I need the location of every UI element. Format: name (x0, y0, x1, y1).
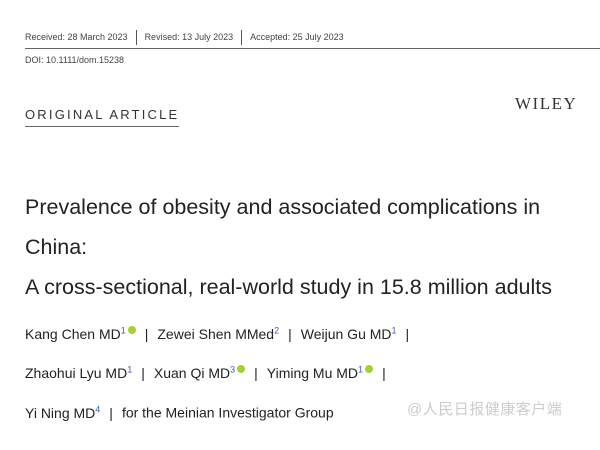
investigator-group: for the Meinian Investigator Group (121, 404, 334, 421)
author-name: Zewei Shen MMed (157, 325, 275, 342)
author-name: Kang Chen MD (25, 325, 121, 342)
publisher-logo: WILEY (515, 94, 578, 113)
affiliation-number[interactable]: 3 (230, 364, 236, 375)
separator: | (254, 365, 258, 382)
author-line: Zhaohui Lyu MD1 | Xuan Qi MD3 | Yiming Mu MD… (25, 352, 418, 392)
affiliation-number[interactable]: 1 (358, 364, 364, 375)
affiliation-number[interactable]: 1 (391, 325, 397, 335)
separator: | (144, 325, 149, 342)
author[interactable]: Zewei Shen MMed2 (157, 325, 280, 342)
title-line-2: A cross-sectional, real-world study in 1… (25, 275, 552, 299)
accepted-date: Accepted: 25 July 2023 (241, 30, 352, 45)
author[interactable]: Zhaohui Lyu MD1 (25, 364, 133, 382)
watermark: @人民日报健康客户端 (407, 401, 563, 418)
article-type: ORIGINAL ARTICLE (25, 107, 180, 127)
article-dates: Received: 28 March 2023 Revised: 13 July… (25, 30, 352, 45)
author[interactable]: Kang Chen MD1 (25, 325, 136, 342)
author-name: Xuan Qi MD (153, 365, 231, 382)
separator: | (109, 404, 113, 421)
revised-date: Revised: 13 July 2023 (135, 30, 242, 45)
affiliation-number[interactable]: 2 (274, 325, 280, 335)
author-name: Weijun Gu MD (300, 325, 392, 342)
author-name: Yi Ning MD (25, 404, 96, 421)
article-title: Prevalence of obesity and associated com… (25, 187, 595, 307)
author[interactable]: Xuan Qi MD3 (153, 364, 246, 382)
separator: | (288, 325, 292, 342)
received-date: Received: 28 March 2023 (25, 32, 128, 42)
author[interactable]: Weijun Gu MD1 (300, 325, 397, 342)
orcid-icon[interactable] (127, 325, 136, 334)
separator: | (405, 325, 410, 342)
affiliation-number[interactable]: 1 (127, 364, 133, 375)
author-line: Yi Ning MD4 | for the Meinian Investigator… (25, 391, 418, 431)
orcid-icon[interactable] (365, 365, 374, 374)
separator: | (382, 365, 386, 382)
orcid-icon[interactable] (237, 365, 246, 374)
affiliation-number[interactable]: 1 (120, 325, 126, 335)
header-rule (25, 48, 600, 49)
author-name: Yiming Mu MD (266, 365, 359, 382)
author[interactable]: Yiming Mu MD1 (266, 364, 374, 382)
author-line: Kang Chen MD1 | Zewei Shen MMed2 | Weijun Gu… (25, 312, 418, 352)
title-line-1: Prevalence of obesity and associated com… (25, 195, 541, 259)
author[interactable]: Yi Ning MD4 (25, 404, 101, 421)
author-list: Kang Chen MD1 | Zewei Shen MMed2 | Weijun Gu… (25, 312, 418, 431)
doi[interactable]: DOI: 10.1111/dom.15238 (25, 55, 125, 65)
separator: | (141, 365, 145, 382)
author-name: Zhaohui Lyu MD (25, 365, 128, 382)
affiliation-number[interactable]: 4 (95, 404, 101, 415)
